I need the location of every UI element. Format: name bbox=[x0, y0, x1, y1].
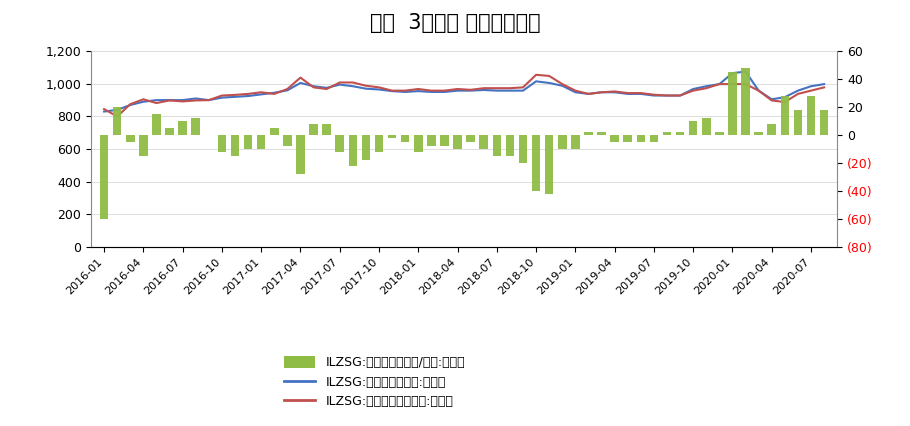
Bar bbox=[597, 132, 606, 135]
Bar bbox=[807, 96, 815, 135]
Bar bbox=[166, 128, 174, 135]
Bar bbox=[676, 132, 684, 135]
Bar bbox=[742, 68, 750, 135]
Bar bbox=[401, 135, 410, 142]
Bar bbox=[480, 135, 488, 149]
Bar bbox=[715, 132, 723, 135]
Bar bbox=[492, 135, 501, 156]
Bar bbox=[388, 135, 397, 138]
Bar bbox=[467, 135, 475, 142]
Bar bbox=[349, 135, 357, 166]
Bar bbox=[571, 135, 580, 149]
Legend: ILZSG:全球精炼铅过剩/缺口:当月值, ILZSG:全球精炼铅产量:当月值, ILZSG:全球精炼铅消耗量:当月值: ILZSG:全球精炼铅过剩/缺口:当月值, ILZSG:全球精炼铅产量:当月值,… bbox=[279, 351, 470, 413]
Bar bbox=[728, 72, 737, 135]
Bar bbox=[414, 135, 422, 152]
Bar bbox=[754, 132, 763, 135]
Bar bbox=[702, 118, 711, 135]
Bar bbox=[139, 135, 147, 156]
Bar bbox=[361, 135, 370, 160]
Bar bbox=[113, 107, 121, 135]
Bar bbox=[650, 135, 658, 142]
Bar bbox=[309, 124, 318, 135]
Bar bbox=[689, 121, 697, 135]
Bar bbox=[100, 135, 108, 219]
Bar bbox=[623, 135, 632, 142]
Bar bbox=[531, 135, 541, 191]
Bar bbox=[427, 135, 436, 146]
Bar bbox=[231, 135, 239, 156]
Bar bbox=[296, 135, 305, 174]
Bar bbox=[820, 110, 828, 135]
Bar bbox=[440, 135, 449, 146]
Bar bbox=[336, 135, 344, 152]
Bar bbox=[794, 110, 803, 135]
Bar bbox=[506, 135, 514, 156]
Bar bbox=[270, 128, 278, 135]
Bar bbox=[519, 135, 527, 163]
Bar bbox=[178, 121, 187, 135]
Text: 图表  3精炼铅 月度供需平衡: 图表 3精炼铅 月度供需平衡 bbox=[369, 13, 541, 33]
Bar bbox=[767, 124, 776, 135]
Bar bbox=[244, 135, 252, 149]
Bar bbox=[191, 118, 200, 135]
Bar bbox=[126, 135, 135, 142]
Bar bbox=[558, 135, 567, 149]
Bar bbox=[637, 135, 645, 142]
Bar bbox=[375, 135, 383, 152]
Bar bbox=[283, 135, 291, 146]
Bar bbox=[545, 135, 553, 194]
Bar bbox=[781, 96, 789, 135]
Bar bbox=[322, 124, 331, 135]
Bar bbox=[662, 132, 672, 135]
Bar bbox=[584, 132, 592, 135]
Bar bbox=[453, 135, 461, 149]
Bar bbox=[217, 135, 227, 152]
Bar bbox=[611, 135, 619, 142]
Bar bbox=[152, 114, 161, 135]
Bar bbox=[257, 135, 266, 149]
